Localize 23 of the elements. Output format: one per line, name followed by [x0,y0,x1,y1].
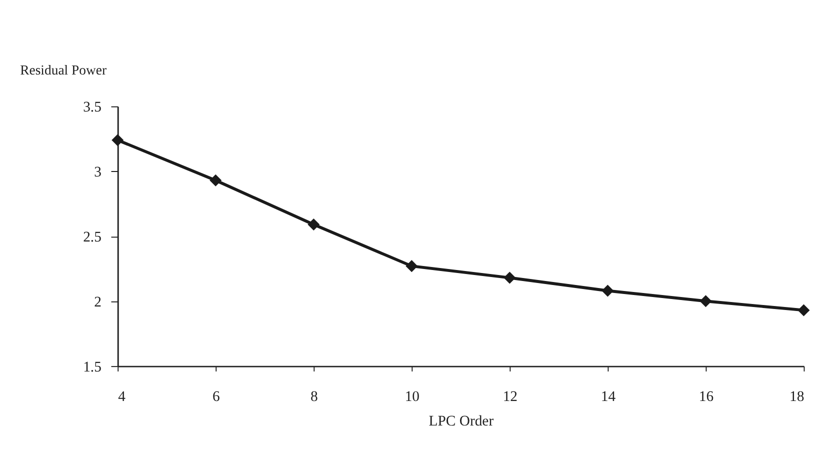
x-tick-label: 8 [310,388,318,405]
x-tick-label: 14 [600,388,616,405]
y-tick-label: 3.5 [83,100,102,116]
y-tick-label: 1.5 [83,359,102,376]
point [798,304,810,316]
y-tick-label: 3 [94,164,102,181]
point [308,218,320,231]
point [406,260,418,272]
point [504,272,516,284]
point [602,284,614,297]
x-tick-label: 16 [698,388,714,405]
y-tick-label: 2.5 [83,230,102,246]
x-tick-label: 6 [212,388,220,405]
x-tick-label: 12 [502,388,518,405]
point [112,134,124,146]
x-tick-label: 18 [790,388,804,405]
x-tick-label: 4 [118,388,126,405]
point [210,174,222,186]
x-tick-label: 10 [404,388,420,405]
y-tick-label: 2 [94,294,102,311]
x-axis-title: LPC Order [428,413,494,430]
y-axis-title: Residual Power [20,62,108,78]
point [700,295,712,308]
